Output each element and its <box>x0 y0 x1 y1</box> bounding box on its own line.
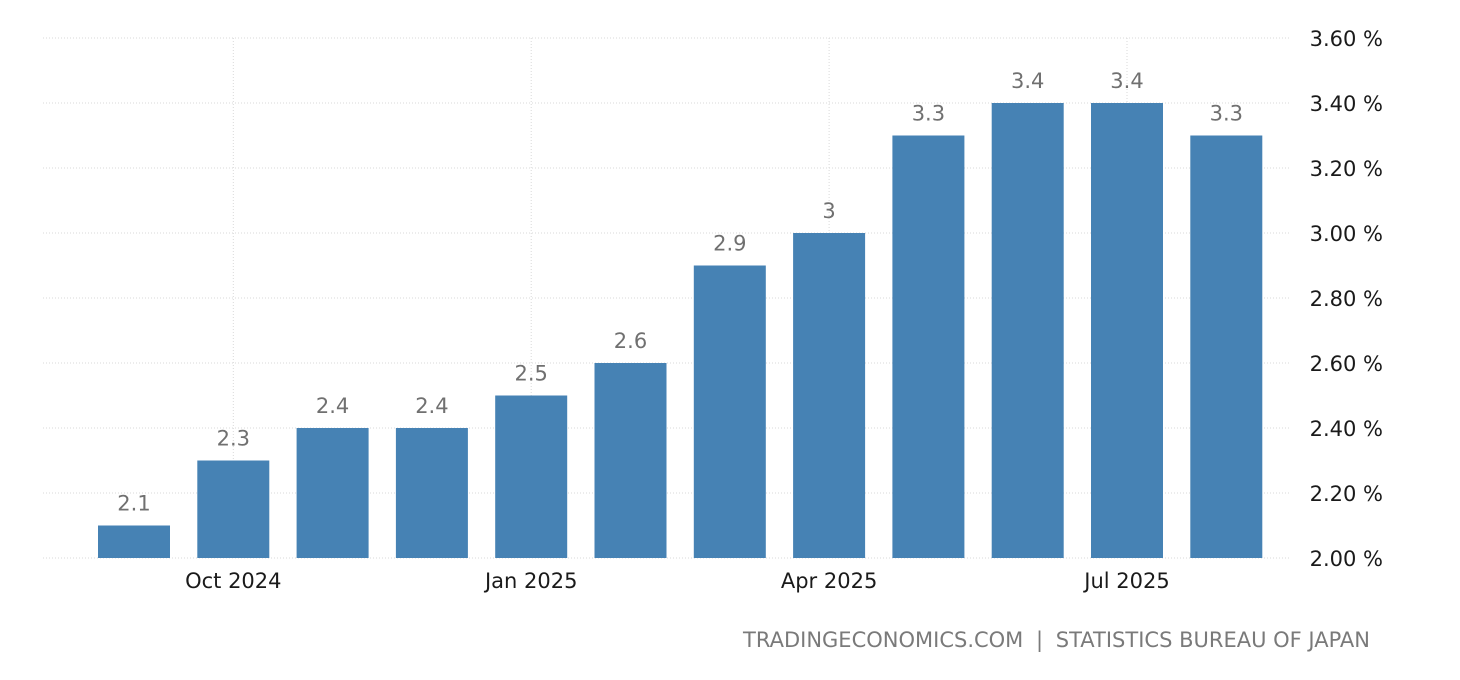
bar <box>991 103 1064 558</box>
data-label: 3.3 <box>1210 102 1243 126</box>
x-tick-label: Jan 2025 <box>483 569 578 593</box>
bar <box>594 363 667 558</box>
bar <box>1190 135 1263 558</box>
bar <box>197 460 270 558</box>
source-site: TRADINGECONOMICS.COM <box>743 628 1024 652</box>
data-label: 3.4 <box>1011 69 1044 93</box>
y-axis-ticks: 2.00 % 2.20 % 2.40 % 2.60 % 2.80 % 3.00 % 3.20… <box>1310 27 1383 571</box>
bar <box>296 428 369 558</box>
data-label: 2.4 <box>415 394 448 418</box>
y-tick-label: 2.40 % <box>1310 417 1383 441</box>
y-tick-label: 2.80 % <box>1310 287 1383 311</box>
bar <box>892 135 965 558</box>
data-label: 2.6 <box>614 329 647 353</box>
bar <box>1091 103 1163 558</box>
data-label: 3.3 <box>912 102 945 126</box>
data-label: 2.1 <box>117 492 150 516</box>
y-tick-label: 3.60 % <box>1310 27 1383 51</box>
bar-chart: 2.1 2.3 2.4 2.4 2.5 2.6 2.9 3 3.3 3.4 3.4 3.3 2.00 … <box>43 27 1383 593</box>
x-tick-label: Jul 2025 <box>1082 569 1169 593</box>
x-tick-label: Oct 2024 <box>185 569 281 593</box>
y-tick-label: 2.20 % <box>1310 482 1383 506</box>
data-label: 2.9 <box>713 232 746 256</box>
data-label: 2.5 <box>514 362 547 386</box>
data-label: 2.3 <box>217 427 250 451</box>
y-tick-label: 2.00 % <box>1310 547 1383 571</box>
bar <box>693 265 766 558</box>
x-axis-ticks: Oct 2024 Jan 2025 Apr 2025 Jul 2025 <box>185 569 1170 593</box>
x-tick-label: Apr 2025 <box>781 569 877 593</box>
data-label: 3.4 <box>1110 69 1143 93</box>
data-label: 3 <box>822 199 835 223</box>
bar <box>495 395 568 558</box>
bar <box>793 233 866 558</box>
source-separator: | <box>1036 628 1044 652</box>
y-tick-label: 3.20 % <box>1310 157 1383 181</box>
source-agency: STATISTICS BUREAU OF JAPAN <box>1055 628 1370 652</box>
source-attribution: TRADINGECONOMICS.COM | STATISTICS BUREAU… <box>743 628 1370 652</box>
y-tick-label: 3.40 % <box>1310 92 1383 116</box>
data-labels-group: 2.1 2.3 2.4 2.4 2.5 2.6 2.9 3 3.3 3.4 3.4 3.3 <box>117 69 1243 516</box>
bar <box>395 428 468 558</box>
y-tick-label: 2.60 % <box>1310 352 1383 376</box>
bar <box>98 525 170 558</box>
y-tick-label: 3.00 % <box>1310 222 1383 246</box>
bars-group <box>98 103 1263 558</box>
data-label: 2.4 <box>316 394 349 418</box>
